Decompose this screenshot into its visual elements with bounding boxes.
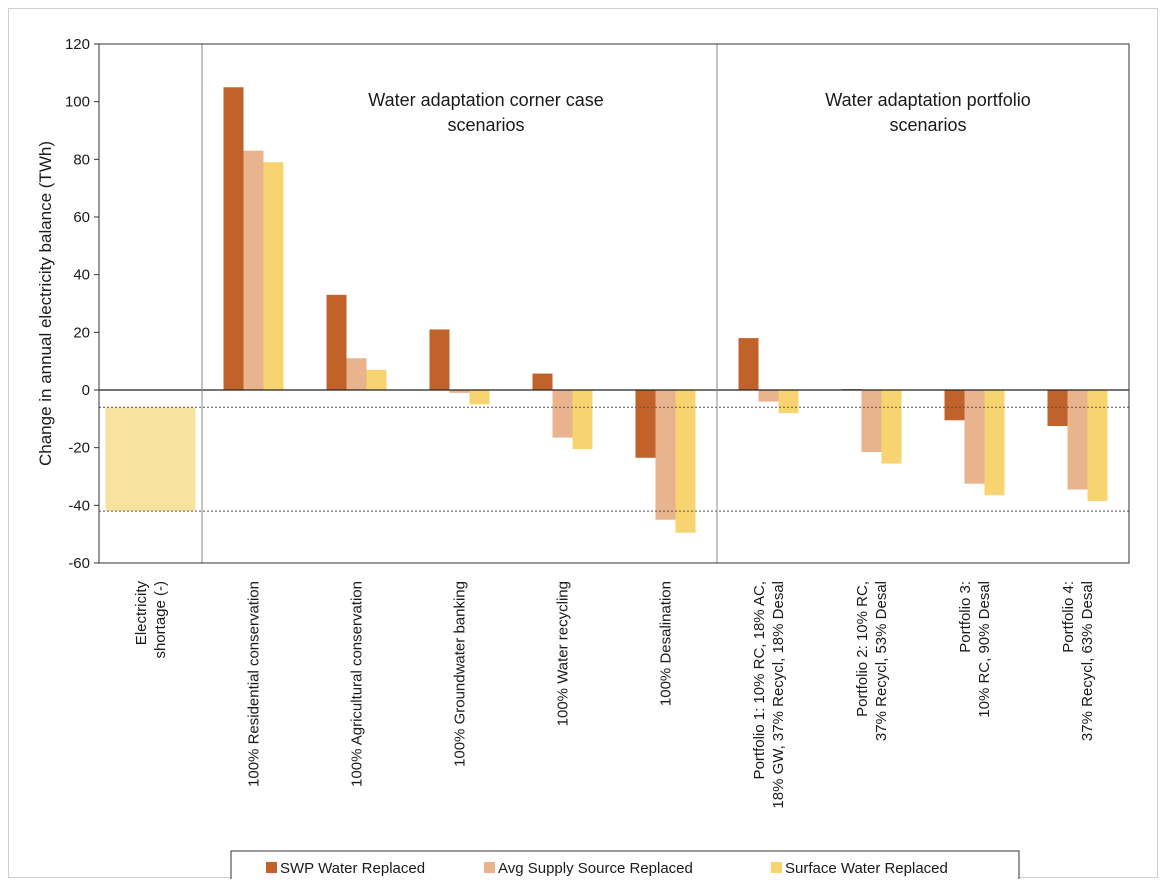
bar-2-4: [449, 390, 470, 393]
category-label: Portfolio 2: 10% RC,: [854, 581, 871, 717]
y-tick-label: -40: [68, 497, 90, 514]
category-label: Electricity: [133, 581, 150, 646]
category-label: Portfolio 3:: [957, 581, 974, 653]
bar-3-6: [675, 390, 696, 533]
bar-3-7: [778, 390, 799, 414]
plot-border: [98, 43, 1130, 564]
bar-2-9: [964, 390, 985, 484]
bar-1-5: [532, 373, 553, 390]
bar-2-7: [758, 390, 779, 402]
shortage-band: [105, 407, 196, 512]
category-label: 10% RC, 90% Desal: [976, 581, 993, 718]
category-label: 100% Water recycling: [555, 581, 572, 726]
y-tick-label: 0: [82, 382, 90, 399]
y-tick-label: -20: [68, 440, 90, 457]
bar-1-2: [223, 87, 244, 390]
y-tick-label: 60: [73, 209, 90, 226]
bar-3-2: [263, 162, 284, 390]
legend-swatch-3: [771, 862, 782, 873]
legend-label-1: SWP Water Replaced: [280, 860, 425, 877]
y-tick-label: 20: [73, 324, 90, 341]
bar-1-3: [326, 294, 347, 390]
bar-1-6: [635, 390, 656, 458]
category-label: Portfolio 4:: [1060, 581, 1077, 653]
chart: -60 -40 -20 0 20 40 60 80 100 120 Change in annual…: [36, 36, 1130, 885]
category-label: 37% Recycl, 53% Desal: [873, 581, 890, 741]
y-tick-label: 80: [73, 151, 90, 168]
category-label: shortage (-): [152, 581, 169, 659]
bar-2-5: [552, 390, 573, 438]
bar-2-3: [346, 358, 367, 390]
annotation-1: Water adaptation corner case: [368, 90, 603, 110]
category-label: 100% Groundwater banking: [452, 581, 469, 767]
category-label: 100% Residential conservation: [246, 581, 263, 787]
bar-2-6: [655, 390, 676, 520]
annotation-1: scenarios: [447, 115, 524, 135]
bar-3-5: [572, 390, 593, 450]
bar-2-8: [861, 390, 882, 452]
category-label: 18% GW, 37% Recycl, 18% Desal: [770, 581, 787, 809]
y-tick-label: 120: [65, 36, 90, 53]
bar-3-9: [984, 390, 1005, 496]
y-tick-label: -60: [68, 555, 90, 572]
bar-2-2: [243, 150, 264, 390]
y-axis-label: Change in annual electricity balance (TW…: [36, 141, 55, 466]
annotation-2: scenarios: [889, 115, 966, 135]
annotation-2: Water adaptation portfolio: [825, 90, 1030, 110]
bar-1-10: [1047, 390, 1068, 427]
legend-label-3: Surface Water Replaced: [785, 860, 948, 877]
chart-frame: -60 -40 -20 0 20 40 60 80 100 120 Change in annual…: [8, 8, 1158, 885]
category-label: 100% Agricultural conservation: [349, 581, 366, 787]
category-label: 100% Desalination: [658, 581, 675, 706]
legend-swatch-2: [484, 862, 495, 873]
bar-1-4: [429, 329, 450, 390]
y-tick-label: 100: [65, 94, 90, 111]
bar-1-7: [738, 338, 759, 390]
bar-3-4: [469, 390, 490, 405]
bar-3-3: [366, 369, 387, 390]
category-label: 37% Recycl, 63% Desal: [1079, 581, 1096, 741]
legend-label-2: Avg Supply Source Replaced: [498, 860, 693, 877]
bar-3-10: [1087, 390, 1108, 502]
bar-3-8: [881, 390, 902, 464]
y-tick-label: 40: [73, 267, 90, 284]
bar-2-10: [1067, 390, 1088, 490]
category-label: Portfolio 1: 10% RC, 18% AC,: [751, 581, 768, 779]
bar-1-9: [944, 390, 965, 421]
legend-swatch-1: [266, 862, 277, 873]
